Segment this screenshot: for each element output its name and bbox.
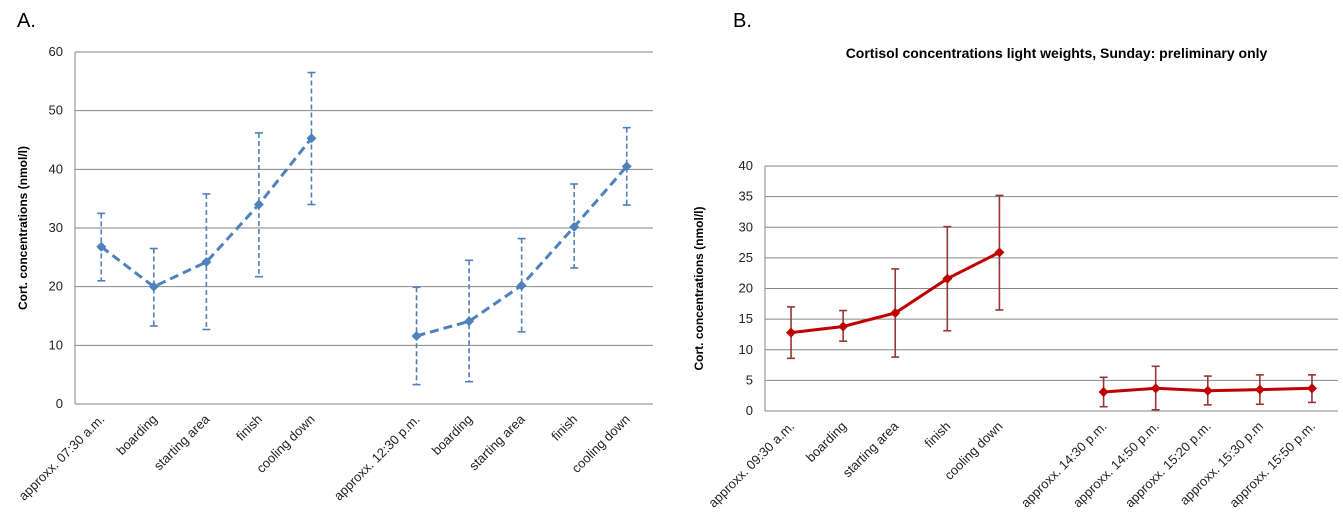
chart-b-y-tick-label: 40 (739, 158, 753, 173)
chart-b-data-point (838, 321, 848, 331)
chart-b-data-point (1099, 387, 1109, 397)
chart-b-x-tick-label: boarding (803, 419, 849, 465)
chart-b-y-tick-label: 30 (739, 219, 753, 234)
chart-b-x-tick-label: approxx. 14:30 p.m. (1018, 419, 1110, 511)
chart-b-title: Cortisol concentrations light weights, S… (846, 45, 1268, 61)
chart-b-y-tick-label: 35 (739, 189, 753, 204)
chart-b-y-tick-label: 20 (739, 281, 753, 296)
chart-b-y-tick-label: 15 (739, 311, 753, 326)
chart-b-x-tick-label: approxx. 15:50 p.m. (1226, 419, 1318, 511)
chart-b-x-tick-label: starting area (840, 418, 902, 480)
chart-b-y-tick-label: 5 (746, 372, 753, 387)
chart-b-y-tick-label: 25 (739, 250, 753, 265)
chart-b-y-tick-label: 0 (746, 403, 753, 418)
chart-b-y-axis-label: Cort. concentrations (nmol/l) (692, 206, 706, 370)
chart-b-y-tick-label: 10 (739, 342, 753, 357)
chart-b-data-point (1307, 383, 1317, 393)
chart-b-x-tick-label: finish (921, 419, 953, 451)
chart-b-data-point (1255, 385, 1265, 395)
chart-b-x-tick-label: approxx. 14:50 p.m. (1070, 419, 1162, 511)
chart-b-x-tick-label: approxx. 15:20 p.m. (1122, 419, 1214, 511)
chart-b-data-point (994, 247, 1004, 257)
chart-b-data-point (1151, 383, 1161, 393)
chart-b-data-point (1203, 386, 1213, 396)
chart-b-data-point (786, 328, 796, 338)
chart-b-x-tick-label: approxx. 09:30 a.m. (705, 419, 797, 511)
